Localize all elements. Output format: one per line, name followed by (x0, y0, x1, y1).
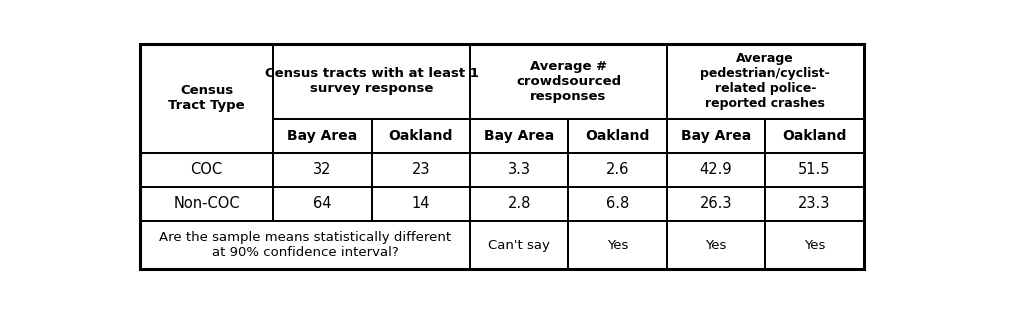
Text: Yes: Yes (804, 239, 825, 252)
Text: 26.3: 26.3 (699, 197, 732, 211)
Text: Yes: Yes (706, 239, 727, 252)
Bar (667, 221, 765, 269)
Text: Oakland: Oakland (389, 129, 453, 143)
Text: Oakland: Oakland (782, 129, 847, 143)
Text: Bay Area: Bay Area (484, 129, 554, 143)
Text: Bay Area: Bay Area (288, 129, 357, 143)
Bar (568, 119, 667, 153)
Bar (765, 153, 863, 187)
Bar (568, 187, 667, 221)
Text: Census
Tract Type: Census Tract Type (168, 84, 245, 112)
Text: 64: 64 (313, 197, 332, 211)
Text: 2.8: 2.8 (508, 197, 530, 211)
Text: 14: 14 (412, 197, 430, 211)
Text: Are the sample means statistically different
at 90% confidence interval?: Are the sample means statistically diffe… (159, 231, 451, 259)
Text: 51.5: 51.5 (799, 163, 830, 177)
Bar (372, 119, 470, 153)
Text: Average #
crowdsourced
responses: Average # crowdsourced responses (516, 60, 621, 103)
Text: Average
pedestrian/cyclist-
related police-
reported crashes: Average pedestrian/cyclist- related poli… (700, 53, 830, 111)
Bar (667, 119, 765, 153)
Text: Bay Area: Bay Area (681, 129, 752, 143)
Bar (140, 187, 273, 221)
Text: 42.9: 42.9 (699, 163, 732, 177)
Bar (273, 119, 372, 153)
Bar (470, 153, 568, 187)
Bar (568, 221, 667, 269)
Text: Can't say: Can't say (488, 239, 550, 252)
Bar (140, 44, 273, 153)
Text: Census tracts with at least 1
survey response: Census tracts with at least 1 survey res… (264, 67, 478, 95)
Text: COC: COC (190, 163, 222, 177)
Bar (140, 153, 273, 187)
Text: 23: 23 (412, 163, 430, 177)
Bar (568, 153, 667, 187)
Bar (273, 44, 470, 119)
Bar (372, 187, 470, 221)
Text: 3.3: 3.3 (508, 163, 530, 177)
Bar (470, 221, 568, 269)
Text: 6.8: 6.8 (606, 197, 630, 211)
Text: Yes: Yes (607, 239, 629, 252)
Text: 32: 32 (313, 163, 332, 177)
Text: 2.6: 2.6 (606, 163, 630, 177)
Bar (273, 187, 372, 221)
Bar (470, 44, 667, 119)
Bar (667, 187, 765, 221)
Bar (765, 221, 863, 269)
Text: Oakland: Oakland (586, 129, 650, 143)
Text: Non-COC: Non-COC (173, 197, 240, 211)
Bar (470, 187, 568, 221)
Bar (667, 153, 765, 187)
Text: 23.3: 23.3 (799, 197, 830, 211)
Bar (765, 119, 863, 153)
Bar (273, 153, 372, 187)
Bar (470, 119, 568, 153)
Bar (667, 44, 863, 119)
Bar (372, 153, 470, 187)
Bar (140, 221, 470, 269)
Bar (765, 187, 863, 221)
